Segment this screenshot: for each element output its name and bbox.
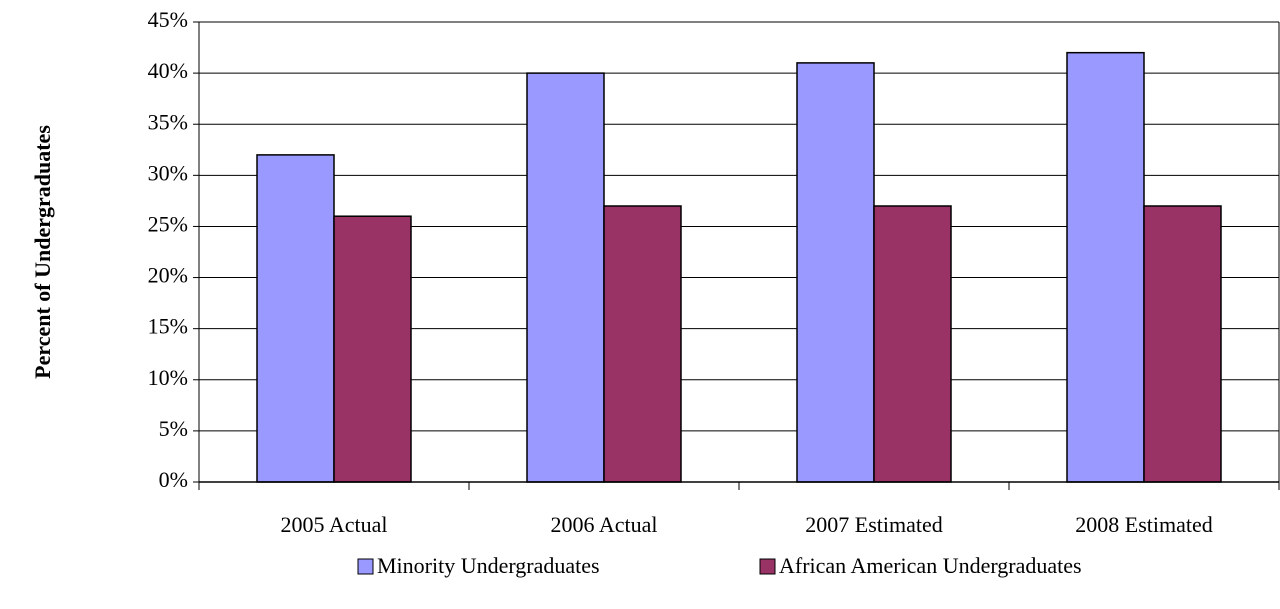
x-tick-label: 2008 Estimated: [1075, 512, 1212, 537]
y-axis-label: Percent of Undergraduates: [30, 125, 55, 379]
bar: [603, 205, 682, 483]
bar: [796, 62, 875, 483]
bar: [1066, 51, 1145, 483]
y-tick-label: 40%: [148, 58, 188, 83]
y-tick-label: 35%: [148, 109, 188, 134]
legend-swatch: [357, 558, 374, 575]
x-tick-label: 2007 Estimated: [805, 512, 942, 537]
x-tick-label: 2006 Actual: [551, 512, 658, 537]
y-tick-label: 15%: [148, 314, 188, 339]
y-tick-label: 25%: [148, 211, 188, 236]
bar: [256, 154, 335, 483]
y-tick-label: 5%: [159, 416, 188, 441]
y-tick-label: 0%: [159, 467, 188, 492]
y-tick-label: 20%: [148, 263, 188, 288]
y-tick-label: 45%: [148, 7, 188, 32]
bar: [1143, 205, 1222, 483]
bar: [526, 72, 605, 483]
y-tick-label: 10%: [148, 365, 188, 390]
legend-label: African American Undergraduates: [779, 553, 1082, 578]
y-tick-label: 30%: [148, 160, 188, 185]
legend-swatch: [759, 558, 776, 575]
bar: [333, 215, 412, 483]
bar: [873, 205, 952, 483]
x-tick-label: 2005 Actual: [281, 512, 388, 537]
legend-label: Minority Undergraduates: [377, 553, 600, 578]
